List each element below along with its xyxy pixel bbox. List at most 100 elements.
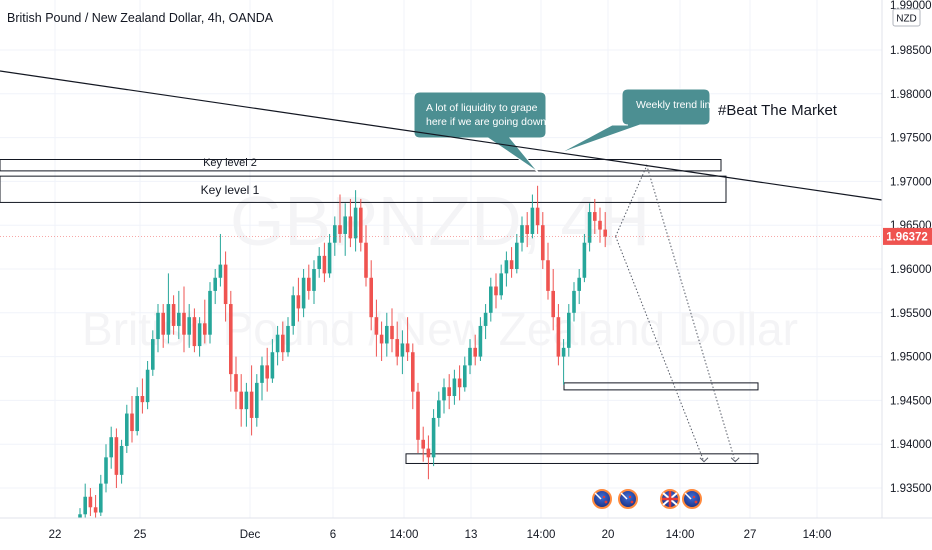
candle-body	[442, 387, 446, 401]
candle-body	[411, 352, 415, 392]
key-level-1-label[interactable]: Key level 1	[201, 183, 260, 197]
candle-body	[114, 437, 119, 475]
candle-bullish	[572, 282, 576, 322]
price-axis[interactable]: 1.99000 1.985001.980001.975001.970001.96…	[881, 0, 932, 518]
candle-bullish	[530, 194, 535, 239]
candle-bearish	[359, 198, 363, 252]
key-level-2-label[interactable]: Key level 2	[203, 157, 257, 169]
candle-bullish	[145, 360, 150, 410]
candle-body	[275, 334, 280, 353]
candle-body	[109, 437, 113, 458]
candle-bullish	[125, 404, 129, 453]
candle-bullish	[291, 286, 295, 335]
candle-body	[119, 445, 124, 475]
candle-bearish	[364, 225, 368, 287]
candle-body	[556, 317, 561, 357]
candle-bullish	[582, 233, 587, 283]
candle-body	[317, 255, 321, 269]
candle-body	[546, 260, 550, 291]
beat-the-market-note[interactable]: #Beat The Market	[718, 102, 838, 119]
candle-bullish	[343, 203, 347, 256]
candle-body	[499, 273, 503, 296]
candle-bearish	[416, 382, 420, 453]
candle-body	[104, 457, 108, 484]
candle-bullish	[244, 382, 249, 427]
candle-body	[369, 277, 373, 318]
candle-body	[348, 216, 353, 239]
weekly-trend-line[interactable]	[0, 70, 883, 201]
candle-bullish	[301, 269, 306, 318]
candle-bullish	[166, 273, 171, 344]
candle-bullish	[333, 216, 337, 256]
currency-badge[interactable]: NZD	[892, 8, 921, 27]
callout-liquidity-line-1: A lot of liquidity to grape	[426, 102, 538, 114]
candle-bullish	[489, 277, 493, 322]
candle-body	[255, 382, 259, 418]
candle-bullish	[463, 356, 467, 392]
candle-bearish	[593, 198, 597, 234]
candle-bullish	[385, 312, 389, 357]
projection-arrowhead	[699, 457, 709, 463]
time-axis[interactable]: 22 25 Dec 6 14:00 13 14:00 20 14:00 27 14:00	[0, 517, 932, 550]
price-tick-label: 1.94500	[890, 395, 932, 407]
candle-body	[509, 260, 514, 269]
key-level-box[interactable]	[0, 175, 727, 203]
candle-bearish	[161, 304, 165, 348]
candle-bearish	[447, 374, 451, 410]
candle-body	[229, 304, 233, 375]
time-tick-label: 22	[49, 529, 62, 541]
callout-trend[interactable]: Weekly trend line	[557, 88, 717, 155]
candle-body	[431, 417, 436, 458]
candle-body	[364, 242, 368, 278]
candle-bullish	[504, 251, 509, 287]
candle-body	[307, 277, 311, 291]
symbol-title: British Pound / New Zealand Dollar, 4h, …	[7, 11, 274, 25]
time-tick-label: 25	[134, 529, 147, 541]
price-tick-label: 1.96000	[890, 264, 932, 276]
watermark-ticker: GBPNZD, 4H	[230, 182, 650, 260]
candle-body	[478, 325, 483, 357]
candle-bullish	[437, 391, 441, 427]
candle-body	[177, 312, 181, 326]
key-level-box[interactable]	[405, 453, 759, 464]
nz-flag-event-icon[interactable]	[618, 489, 638, 509]
key-level-box[interactable]	[563, 382, 759, 391]
candle-body	[171, 304, 176, 326]
candle-bullish	[587, 203, 592, 252]
candle-body	[208, 290, 212, 335]
candle-body	[603, 229, 607, 237]
candle-body	[593, 212, 597, 221]
candle-body	[333, 225, 337, 243]
candle-bullish	[109, 426, 113, 469]
candle-body	[379, 334, 384, 344]
candle-body	[161, 312, 165, 335]
economic-events[interactable]	[592, 489, 702, 509]
candle-bearish	[405, 317, 410, 361]
candle-body	[457, 378, 462, 388]
candle-body	[151, 339, 155, 370]
current-price-text: 1.96372	[886, 231, 928, 243]
nz-flag-event-icon[interactable]	[592, 489, 612, 509]
candle-bullish	[478, 317, 483, 361]
candle-bearish	[281, 321, 285, 361]
time-tick-label: 13	[465, 529, 478, 541]
uk-flag-event-icon[interactable]	[660, 489, 680, 509]
candle-bearish	[249, 365, 254, 436]
price-tick-label: 1.95000	[890, 352, 932, 364]
candle-body	[265, 365, 269, 379]
candle-body	[374, 317, 379, 335]
candle-bullish	[151, 330, 155, 376]
candle-body	[468, 347, 472, 366]
candle-body	[395, 339, 399, 357]
candle-body	[489, 286, 493, 313]
candle-bullish	[83, 483, 87, 518]
currency-badge-text: NZD	[896, 14, 917, 25]
price-tick-label: 1.93500	[890, 483, 932, 495]
candle-body	[525, 225, 529, 234]
key-level-box[interactable]	[0, 159, 722, 172]
callout-liquidity[interactable]: A lot of liquidity to grape here if we a…	[413, 91, 549, 173]
nz-flag-event-icon[interactable]	[682, 489, 702, 509]
candle-body	[494, 286, 498, 296]
candle-bullish	[187, 304, 191, 348]
